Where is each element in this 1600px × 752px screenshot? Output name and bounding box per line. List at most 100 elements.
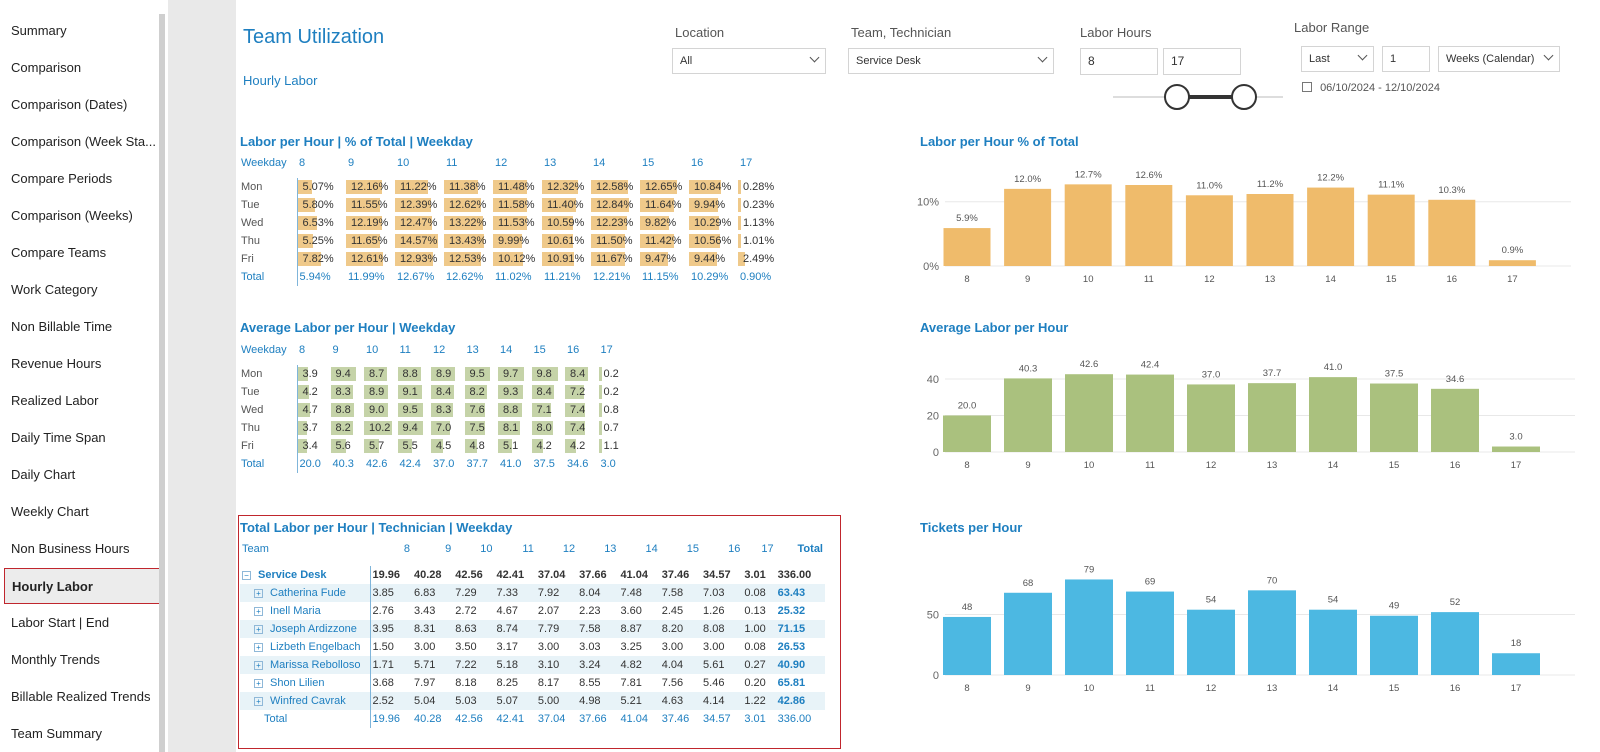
technician-label-cell[interactable]: + Joseph Ardizzone: [240, 620, 371, 638]
labor-hours-from-input[interactable]: 8: [1080, 48, 1158, 75]
expand-icon[interactable]: +: [254, 678, 263, 688]
cell-value: 10.59%: [547, 217, 585, 229]
total-cell: 37.46: [661, 713, 690, 725]
bar[interactable]: [1065, 579, 1113, 675]
cell-value: 11.53%: [498, 217, 535, 229]
team-dropdown[interactable]: Service Desk: [848, 48, 1054, 74]
group-cell: 40.28: [413, 569, 442, 581]
chevron-down-icon: [1357, 50, 1368, 61]
labor-range-count-input[interactable]: 1: [1382, 46, 1430, 72]
sidebar-item[interactable]: Billable Realized Trends: [11, 689, 151, 704]
slider-handle-max[interactable]: [1231, 84, 1257, 110]
bar[interactable]: [1492, 653, 1540, 675]
bar[interactable]: [1126, 591, 1174, 675]
bar[interactable]: [1370, 615, 1418, 675]
expand-icon[interactable]: +: [254, 696, 263, 706]
hour-header: 17: [740, 157, 753, 169]
bar[interactable]: [943, 228, 991, 266]
bar[interactable]: [1309, 377, 1357, 452]
sidebar-item[interactable]: Comparison (Weeks): [11, 208, 133, 223]
y-tick-label: 20: [927, 410, 939, 422]
location-dropdown[interactable]: All: [672, 48, 826, 74]
bar[interactable]: [1125, 185, 1173, 266]
sidebar-item[interactable]: Daily Time Span: [11, 430, 106, 445]
sidebar-item[interactable]: Compare Teams: [11, 245, 107, 260]
bar[interactable]: [1370, 383, 1418, 452]
cell-bar: [640, 252, 668, 266]
labor-range-unit-dropdown[interactable]: Weeks (Calendar): [1438, 46, 1560, 72]
bar[interactable]: [1187, 384, 1235, 452]
sidebar-item[interactable]: Summary: [11, 23, 67, 38]
sidebar-item[interactable]: Team Summary: [11, 726, 103, 741]
cell-bar: [431, 385, 454, 399]
bar[interactable]: [1246, 194, 1294, 266]
bar[interactable]: [1367, 194, 1415, 266]
sidebar-item[interactable]: Hourly Labor: [4, 568, 161, 604]
sidebar-item[interactable]: Weekly Chart: [11, 504, 89, 519]
bar[interactable]: [1492, 446, 1540, 452]
hour-header: 12: [562, 543, 576, 555]
sidebar-scrollbar[interactable]: [159, 14, 165, 752]
bar[interactable]: [1187, 609, 1235, 675]
sidebar-item[interactable]: Daily Chart: [11, 467, 76, 482]
slider-handle-min[interactable]: [1164, 84, 1190, 110]
bar[interactable]: [1004, 378, 1052, 452]
bar[interactable]: [1064, 184, 1112, 266]
expand-icon[interactable]: +: [254, 660, 263, 670]
bar[interactable]: [1185, 195, 1233, 266]
matrix-cell: 1.50: [372, 641, 394, 653]
y-tick-label: 0%: [923, 261, 939, 273]
cell-bar: [591, 252, 626, 266]
labor-range-mode-dropdown[interactable]: Last: [1301, 46, 1374, 72]
bar[interactable]: [1248, 383, 1296, 452]
bar[interactable]: [1307, 187, 1355, 266]
expand-icon[interactable]: +: [254, 606, 263, 616]
bar[interactable]: [1126, 374, 1174, 452]
bar[interactable]: [1309, 609, 1357, 675]
bar[interactable]: [1431, 388, 1479, 452]
cell-bar: [444, 234, 484, 248]
bar[interactable]: [1004, 188, 1052, 266]
x-tick-label: 14: [1328, 683, 1339, 694]
x-tick-label: 16: [1450, 460, 1461, 471]
sidebar-item[interactable]: Comparison (Dates): [11, 97, 128, 112]
y-tick-label: 10%: [917, 197, 939, 209]
bar[interactable]: [1428, 199, 1476, 266]
bar[interactable]: [1065, 374, 1113, 452]
cell-value: 8.0: [536, 422, 552, 434]
sidebar-item[interactable]: Comparison: [11, 60, 82, 75]
bar[interactable]: [1248, 590, 1296, 675]
sidebar-item[interactable]: Comparison (Week Sta...: [11, 134, 156, 149]
collapse-icon[interactable]: −: [242, 570, 251, 580]
bar[interactable]: [1004, 592, 1052, 675]
technician-label-cell[interactable]: + Catherina Fude: [240, 584, 371, 602]
sidebar-item[interactable]: Revenue Hours: [11, 356, 102, 371]
row-label: Wed: [241, 404, 264, 416]
expand-icon[interactable]: +: [254, 588, 263, 598]
matrix-cell: 5.5: [397, 437, 432, 455]
bar[interactable]: [1488, 260, 1536, 266]
labor-hours-to-input[interactable]: 17: [1163, 48, 1241, 75]
sidebar-item[interactable]: Labor Start | End: [11, 615, 110, 630]
total-cell: 20.0: [296, 455, 331, 473]
bar[interactable]: [1431, 612, 1479, 675]
sidebar-item[interactable]: Non Business Hours: [11, 541, 130, 556]
technician-label-cell[interactable]: + Inell Maria: [240, 602, 371, 620]
bar[interactable]: [943, 415, 991, 452]
cell-bar: [364, 367, 388, 381]
y-tick-label: 0: [933, 670, 939, 682]
group-label-cell[interactable]: − Service Desk: [240, 566, 371, 584]
sidebar-item[interactable]: Compare Periods: [11, 171, 113, 186]
technician-label-cell[interactable]: + Lizbeth Engelbach: [240, 638, 371, 656]
bar[interactable]: [943, 616, 991, 675]
sidebar-item[interactable]: Non Billable Time: [11, 319, 113, 334]
group-cell: 41.04: [620, 569, 648, 581]
technician-label-cell[interactable]: + Winfred Cavrak: [240, 692, 371, 710]
expand-icon[interactable]: +: [254, 642, 263, 652]
sidebar-item[interactable]: Work Category: [11, 282, 98, 297]
sidebar-item[interactable]: Monthly Trends: [11, 652, 100, 667]
sidebar-item[interactable]: Realized Labor: [11, 393, 99, 408]
technician-label-cell[interactable]: + Shon Lilien: [240, 674, 371, 692]
expand-icon[interactable]: +: [254, 624, 263, 634]
technician-label-cell[interactable]: + Marissa Rebolloso: [240, 656, 371, 674]
